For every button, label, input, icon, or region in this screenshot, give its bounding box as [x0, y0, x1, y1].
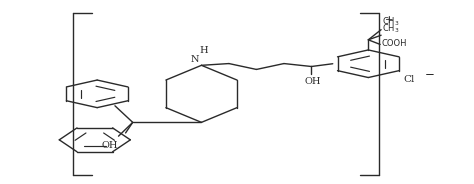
Text: −: −: [425, 68, 435, 81]
Text: +: +: [385, 15, 393, 25]
Text: CH$_3$: CH$_3$: [382, 22, 399, 35]
Text: N: N: [191, 55, 199, 64]
Text: Cl: Cl: [404, 75, 415, 84]
Text: CH$_3$: CH$_3$: [382, 15, 399, 28]
Text: COOH: COOH: [381, 39, 407, 48]
Text: OH: OH: [304, 77, 320, 86]
Text: H: H: [200, 46, 208, 55]
Text: OH: OH: [102, 141, 118, 150]
